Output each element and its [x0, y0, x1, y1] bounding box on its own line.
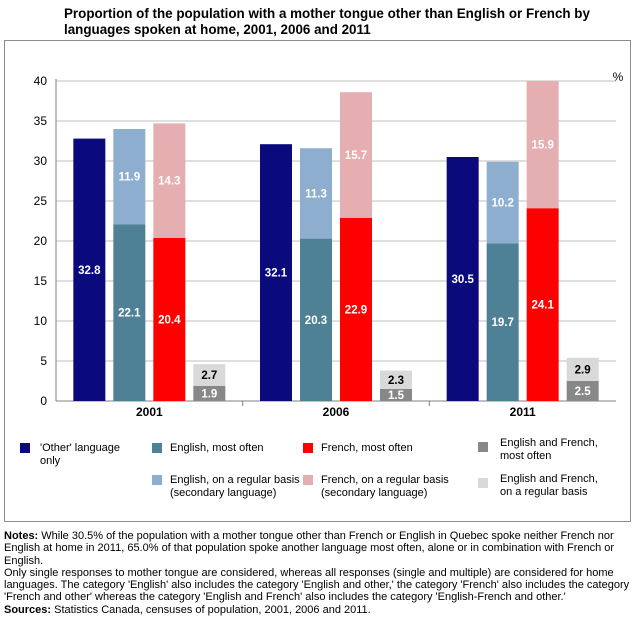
sources-paragraph: Sources: Statistics Canada, censuses of … [4, 604, 634, 616]
data-label: 20.3 [305, 315, 327, 327]
bar-2001-english-most [113, 224, 146, 401]
y-tick-label: 30 [34, 154, 48, 168]
y-tick-label: 0 [40, 394, 47, 408]
y-unit-label: % [613, 70, 624, 84]
data-label: 11.3 [305, 188, 327, 200]
data-label: 20.4 [158, 314, 181, 326]
data-label: 14.3 [158, 176, 180, 188]
y-tick-label: 15 [34, 274, 48, 288]
bar-2006-ef-most [380, 389, 412, 401]
sources-label: Sources: [4, 603, 52, 616]
bar-2011-french-most [526, 208, 559, 401]
chart-title: Proportion of the population with a moth… [64, 6, 590, 37]
bar-2006-other-most [260, 144, 292, 401]
notes-paragraph: Notes: While 30.5% of the population wit… [4, 530, 634, 567]
data-label: 1.5 [388, 390, 405, 402]
bar-2001-french-most [153, 237, 186, 401]
y-tick-label: 35 [34, 114, 48, 128]
data-label: 2.9 [575, 364, 591, 376]
data-label: 32.1 [265, 268, 288, 280]
chart-notes: Notes: While 30.5% of the population wit… [4, 530, 634, 616]
x-tick-label: 2011 [510, 405, 536, 419]
notes-label: Notes: [4, 530, 39, 542]
bar-2011-english-most [486, 243, 519, 401]
bar-2001-ef-most [193, 385, 226, 401]
bar-2006-french-regular [340, 92, 372, 218]
data-label: 2.3 [388, 375, 404, 387]
bar-2006-french-most [340, 217, 372, 401]
y-tick-label: 20 [34, 234, 48, 248]
data-label: 24.1 [531, 300, 554, 312]
data-label: 2.5 [575, 386, 592, 398]
notes-secondary: Only single responses to mother tongue a… [4, 566, 630, 604]
bar-2001-english-regular [113, 129, 146, 225]
x-tick-label: 2006 [323, 405, 350, 419]
data-label: 22.9 [345, 304, 367, 316]
bar-2001-other-most [73, 138, 106, 401]
y-tick-label: 5 [40, 354, 47, 368]
data-label: 30.5 [451, 274, 474, 286]
data-label: 19.7 [491, 317, 513, 329]
bar-2001-french-regular [153, 123, 186, 238]
data-label: 15.9 [531, 140, 553, 152]
data-label: 11.9 [118, 172, 140, 184]
data-label: 22.1 [118, 308, 141, 320]
bar-2011-french-regular [526, 81, 559, 209]
notes-text: While 30.5% of the population with a mot… [4, 530, 615, 567]
bar-2011-ef-regular [566, 357, 599, 381]
bar-2006-english-most [300, 238, 332, 401]
x-tick-label: 2001 [136, 405, 163, 419]
data-label: 10.2 [491, 198, 513, 210]
data-label: 2.7 [201, 370, 217, 382]
bar-2011-other-most [446, 157, 479, 401]
bar-2006-english-regular [300, 148, 332, 239]
chart-frame [4, 40, 631, 522]
bar-2001-ef-regular [193, 364, 226, 386]
bar-2011-ef-most [566, 381, 599, 401]
bar-2011-english-regular [486, 161, 519, 244]
data-label: 32.8 [78, 265, 101, 277]
bar-2006-ef-regular [380, 370, 412, 389]
data-label: 15.7 [345, 150, 367, 162]
y-tick-label: 10 [34, 314, 48, 328]
y-tick-label: 25 [34, 194, 48, 208]
data-label: 1.9 [201, 388, 217, 400]
sources-text: Statistics Canada, censuses of populatio… [51, 603, 371, 616]
y-tick-label: 40 [34, 74, 48, 88]
